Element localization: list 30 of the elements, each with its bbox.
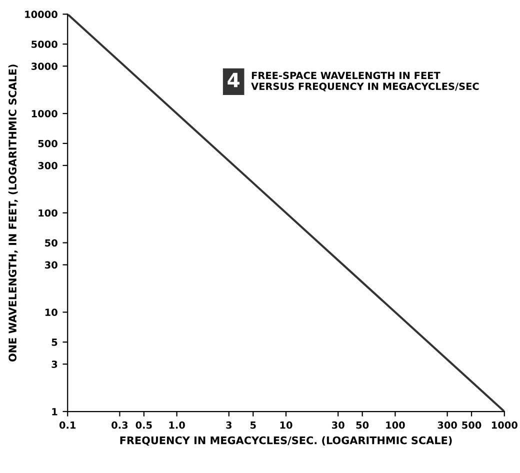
x-tick-label: 1.0 xyxy=(169,421,185,429)
x-tick-label: 300 xyxy=(438,421,457,429)
y-tick-label: 30 xyxy=(45,261,58,269)
y-tick-label: 1000 xyxy=(32,110,58,118)
x-tick-label: 10 xyxy=(280,421,292,429)
x-tick-label: 1000 xyxy=(492,421,518,429)
y-tick-label: 10 xyxy=(45,308,58,316)
x-tick-label: 5 xyxy=(250,422,256,429)
y-axis-title: ONE WAVELENGTH, IN FEET, (LOGARITHMIC SCALE) xyxy=(8,64,18,362)
y-tick-label: 500 xyxy=(38,140,58,148)
annotation: 4 xyxy=(228,72,240,88)
x-tick-label: 30 xyxy=(332,421,344,429)
y-tick-label: 3 xyxy=(52,360,58,368)
y-tick-label: 300 xyxy=(38,162,58,170)
x-tick-label: 0.5 xyxy=(136,421,152,429)
text: FREE-SPACE WAVELENGTH IN FEET VERSUS FREQUENCY IN MEGACYCLES/SEC xyxy=(251,72,479,92)
x-tick-label: 50 xyxy=(356,421,369,429)
y-tick-label: 5000 xyxy=(32,40,58,48)
x-tick-label: 3 xyxy=(226,421,232,429)
y-tick-label: 10000 xyxy=(25,10,58,18)
y-tick-label: 50 xyxy=(45,239,58,247)
y-tick-label: 1 xyxy=(52,408,58,416)
y-tick-label: 3000 xyxy=(31,62,58,70)
x-tick-label: 0.1 xyxy=(59,421,76,429)
y-tick-label: 5 xyxy=(52,338,58,346)
x-tick-label: 500 xyxy=(462,421,482,429)
y-tick-label: 100 xyxy=(38,209,58,217)
x-tick-label: 0.3 xyxy=(112,421,128,429)
x-axis-title: FREQUENCY IN MEGACYCLES/SEC. (LOGARITHMIC SCALE) xyxy=(120,436,452,446)
x-tick-label: 100 xyxy=(386,421,405,429)
